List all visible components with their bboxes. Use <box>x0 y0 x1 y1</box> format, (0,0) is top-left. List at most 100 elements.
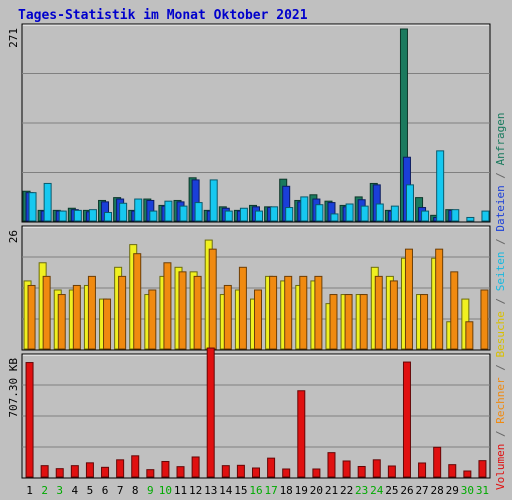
bar-rechner-day-8 <box>133 253 142 350</box>
bar-rechner-day-25 <box>389 280 398 350</box>
bar-rechner-day-12 <box>193 275 202 350</box>
bar-seiten-day-21 <box>330 213 339 222</box>
bar-volumen-day-15 <box>236 464 245 478</box>
right-legend-part: Anfragen <box>494 112 507 165</box>
bar-seiten-day-18 <box>285 207 294 222</box>
x-tick-label: 1 <box>26 484 33 497</box>
bar-rechner-day-14 <box>223 284 232 350</box>
bar-rechner-day-21 <box>329 294 338 350</box>
right-legend-part: Besuche <box>494 311 507 357</box>
bar-rechner-day-19 <box>299 275 308 350</box>
bar-seiten-day-29 <box>451 209 460 222</box>
x-tick-label: 6 <box>102 484 109 497</box>
bar-seiten-day-13 <box>209 179 218 222</box>
bar-volumen-day-19 <box>297 390 306 478</box>
bar-volumen-day-7 <box>116 459 125 478</box>
bar-seiten-day-10 <box>164 200 173 222</box>
x-tick-label: 16 <box>249 484 262 497</box>
x-tick-label: 5 <box>87 484 94 497</box>
x-tick-label: 26 <box>400 484 413 497</box>
bar-seiten-day-31 <box>481 210 490 222</box>
panel-middle: 26 <box>7 225 491 351</box>
bar-rechner-day-5 <box>87 275 96 350</box>
bar-rechner-day-11 <box>178 271 187 350</box>
x-tick-label: 11 <box>174 484 187 497</box>
bar-rechner-day-30 <box>465 321 474 350</box>
series-volumen <box>25 347 487 478</box>
bar-seiten-day-20 <box>315 204 324 222</box>
series-rechner <box>27 248 489 350</box>
bar-seiten-day-19 <box>300 196 309 222</box>
bar-volumen-day-28 <box>433 446 442 478</box>
x-tick-label: 19 <box>295 484 308 497</box>
bar-rechner-day-27 <box>420 294 429 350</box>
x-tick-label: 24 <box>370 484 384 497</box>
bar-seiten-day-16 <box>255 210 263 222</box>
bar-volumen-day-4 <box>70 465 79 478</box>
bar-volumen-day-31 <box>478 460 487 478</box>
bar-seiten-day-3 <box>58 210 67 222</box>
x-tick-label: 31 <box>476 484 489 497</box>
bar-rechner-day-28 <box>435 248 444 350</box>
bar-volumen-day-5 <box>85 462 94 478</box>
x-tick-label: 8 <box>132 484 139 497</box>
bar-volumen-day-26 <box>402 361 411 478</box>
bar-rechner-day-13 <box>208 248 217 350</box>
right-legend-part: / <box>494 232 507 252</box>
bar-rechner-day-2 <box>42 275 51 350</box>
chart-panels: 271 26 707.30 KB <box>7 23 491 479</box>
bar-volumen-day-29 <box>448 464 457 478</box>
bar-volumen-day-24 <box>372 459 381 478</box>
x-tick-label: 28 <box>431 484 444 497</box>
y-axis-label: 26 <box>7 230 20 243</box>
x-tick-label: 23 <box>355 484 368 497</box>
x-tick-label: 14 <box>219 484 233 497</box>
bar-seiten-day-26 <box>405 184 414 222</box>
x-tick-label: 3 <box>56 484 63 497</box>
bar-volumen-day-14 <box>221 465 230 478</box>
x-tick-label: 29 <box>446 484 459 497</box>
bar-rechner-day-29 <box>450 271 459 350</box>
right-legend-label: Volumen / Rechner / Besuche / Seiten / D… <box>494 112 507 490</box>
bar-rechner-day-26 <box>404 248 413 350</box>
bar-volumen-day-20 <box>312 468 321 478</box>
bar-rechner-day-1 <box>27 284 36 350</box>
bar-seiten-day-25 <box>390 205 399 222</box>
right-legend-part: / <box>494 424 507 444</box>
bar-volumen-day-25 <box>387 465 396 478</box>
bar-seiten-day-7 <box>119 202 128 222</box>
bar-seiten-day-2 <box>43 182 52 222</box>
bar-seiten-day-27 <box>421 210 430 222</box>
bar-volumen-day-21 <box>327 452 336 478</box>
x-tick-label: 2 <box>41 484 48 497</box>
bar-rechner-day-17 <box>269 275 278 350</box>
x-tick-label: 13 <box>204 484 217 497</box>
bar-seiten-day-30 <box>466 216 475 222</box>
x-axis-ticks: 1 2 3 4 5 6 7 8 9 10 11 12 13 14 15 16 17 18 19 20 21 22 23 24 2… <box>26 484 489 497</box>
bar-volumen-day-23 <box>357 465 366 478</box>
bar-seiten-day-23 <box>360 205 369 222</box>
bar-volumen-day-18 <box>282 468 291 478</box>
x-tick-label: 4 <box>72 484 79 497</box>
right-legend-part: Volumen <box>494 444 507 490</box>
bar-volumen-day-27 <box>418 462 427 478</box>
x-tick-label: 9 <box>147 484 154 497</box>
bar-volumen-day-12 <box>191 456 200 478</box>
bar-rechner-day-22 <box>344 294 353 350</box>
bar-seiten-day-24 <box>375 203 384 222</box>
bar-volumen-day-9 <box>146 469 155 478</box>
bar-rechner-day-20 <box>314 275 323 350</box>
bar-volumen-day-17 <box>267 457 276 478</box>
bar-volumen-day-1 <box>25 362 34 478</box>
bar-rechner-day-9 <box>148 289 157 350</box>
x-tick-label: 22 <box>340 484 353 497</box>
bar-volumen-day-22 <box>342 460 351 478</box>
bar-seiten-day-28 <box>436 150 445 222</box>
bar-volumen-day-10 <box>161 460 170 478</box>
bar-rechner-day-16 <box>254 289 262 350</box>
bar-rechner-day-7 <box>118 275 127 350</box>
bar-rechner-day-15 <box>238 266 247 350</box>
